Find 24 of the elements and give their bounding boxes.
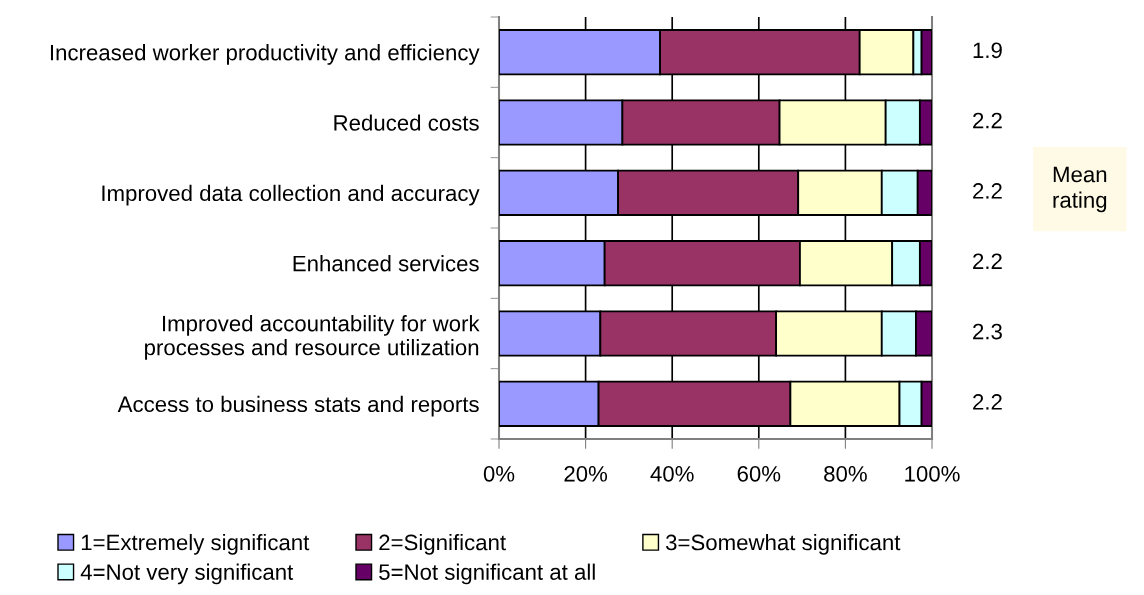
y-tick-label: Increased worker productivity and efficiency <box>50 44 480 65</box>
text: Mean rating <box>1053 166 1107 213</box>
text: 2.2 <box>973 253 1002 269</box>
x-tick-label: 100% <box>905 465 960 482</box>
text: 2.2 <box>973 112 1002 129</box>
x-tick-label: 0% <box>483 465 515 482</box>
text: 1.9 <box>973 42 1002 59</box>
legend-label: 2=Significant <box>379 534 506 555</box>
y-tick-label: Improved accountability for work processes and resource utilization <box>145 315 480 360</box>
x-tick-label: 40% <box>650 465 694 482</box>
x-tick-label: 20% <box>564 465 608 482</box>
x-tick-label: 80% <box>824 465 867 482</box>
x-tick-label: 60% <box>737 465 781 482</box>
text: 2.2 <box>973 183 1002 199</box>
legend-label: 1=Extremely significant <box>81 534 310 555</box>
y-tick-label: Reduced costs <box>334 114 479 131</box>
legend-label: 4=Not very significant <box>80 563 294 585</box>
legend-label: 5=Not significant at all <box>379 563 595 585</box>
y-tick-label: Improved data collection and accuracy <box>102 184 480 206</box>
text: 2.3 <box>973 323 1002 340</box>
legend-label: 3=Somewhat significant <box>665 534 901 555</box>
y-tick-label: Access to business stats and reports <box>117 395 479 417</box>
text: 2.2 <box>973 394 1002 410</box>
y-tick-label: Enhanced services <box>293 255 479 272</box>
